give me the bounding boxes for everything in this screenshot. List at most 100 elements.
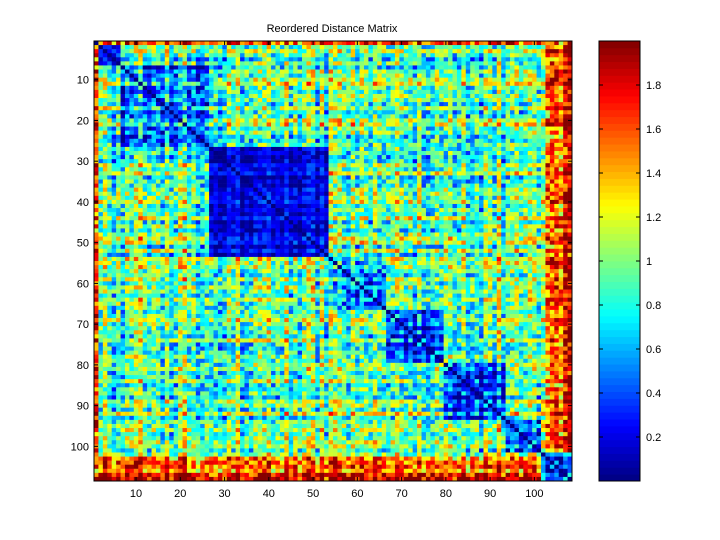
heatmap-cell [554,175,560,180]
heatmap-cell [386,45,391,50]
heatmap-cell [173,114,179,119]
heatmap-cell [107,126,113,131]
heatmap-cell [403,81,409,87]
heatmap-cell [355,126,360,131]
heatmap-cell [138,102,143,107]
heatmap-cell [483,167,489,172]
heatmap-cell [501,175,506,180]
heatmap-cell [456,69,462,74]
heatmap-cell [266,89,272,95]
heatmap-cell [510,49,515,54]
heatmap-cell [505,216,511,221]
heatmap-cell [403,49,409,54]
heatmap-cell [523,65,529,70]
heatmap-cell [147,85,152,91]
heatmap-cell [293,110,298,115]
heatmap-cell [377,73,382,78]
heatmap-cell [213,130,219,135]
heatmap-cell [209,53,214,58]
heatmap-cell [209,159,214,164]
heatmap-cell [363,187,369,193]
heatmap-cell [262,126,267,131]
heatmap-cell [368,203,374,209]
heatmap-cell [138,130,143,135]
heatmap-cell [147,49,152,54]
heatmap-cell [271,126,276,131]
heatmap-cell [434,102,440,107]
heatmap-cell [271,57,276,62]
heatmap-cell [452,199,458,205]
heatmap-cell [403,195,409,201]
heatmap-cell [430,81,436,87]
heatmap-cell [448,53,453,58]
heatmap-cell [510,199,515,205]
heatmap-cell [363,45,369,50]
heatmap-cell [266,45,272,50]
heatmap-cell [337,175,343,180]
heatmap-cell [310,45,316,50]
heatmap-cell [394,93,400,99]
heatmap-cell [248,57,254,62]
heatmap-cell [567,183,573,188]
heatmap-cell [417,220,422,225]
heatmap-cell [120,98,126,103]
heatmap-cell [204,114,210,119]
heatmap-cell [386,118,391,123]
heatmap-cell [310,77,316,83]
heatmap-cell [510,183,515,188]
heatmap-cell [319,203,325,209]
heatmap-cell [558,167,564,172]
heatmap-cell [456,45,462,50]
heatmap-cell [271,167,276,172]
heatmap-cell [465,41,471,46]
heatmap-cell [257,199,263,205]
heatmap-cell [266,73,272,78]
heatmap-cell [412,212,418,217]
heatmap-cell [98,216,104,221]
heatmap-cell [443,138,449,144]
heatmap-cell [403,134,409,140]
heatmap-cell [434,106,440,111]
heatmap-cell [213,81,219,87]
heatmap-cell [147,195,152,201]
heatmap-cell [465,191,471,197]
heatmap-cell [133,57,139,62]
heatmap-cell [443,85,449,91]
heatmap-cell [302,57,307,62]
heatmap-cell [425,183,431,188]
heatmap-cell [244,53,250,58]
heatmap-cell [346,195,352,201]
heatmap-cell [390,93,396,99]
heatmap-cell [355,142,360,148]
heatmap-cell [120,110,126,115]
heatmap-cell [465,224,471,229]
heatmap-cell [399,175,405,180]
heatmap-cell [452,114,458,119]
heatmap-cell [102,110,108,115]
heatmap-cell [518,45,524,50]
heatmap-cell [133,93,139,99]
heatmap-cell [448,102,453,107]
heatmap-cell [142,151,148,156]
heatmap-cell [412,93,418,99]
heatmap-cell [350,69,356,74]
heatmap-cell [231,45,236,50]
heatmap-cell [319,171,325,176]
heatmap-cell [235,203,241,209]
heatmap-cell [231,175,236,180]
heatmap-cell [328,126,334,131]
heatmap-cell [138,220,143,225]
heatmap-cell [549,57,555,62]
heatmap-cell [558,134,564,140]
heatmap-cell [443,155,449,160]
heatmap-cell [195,151,201,156]
heatmap-cell [417,102,422,107]
heatmap-cell [425,146,431,152]
heatmap-cell [293,81,298,87]
heatmap-cell [434,216,440,221]
heatmap-cell [355,212,360,217]
heatmap-cell [496,224,502,229]
heatmap-cell [403,138,409,144]
heatmap-cell [160,114,166,119]
heatmap-cell [213,57,219,62]
